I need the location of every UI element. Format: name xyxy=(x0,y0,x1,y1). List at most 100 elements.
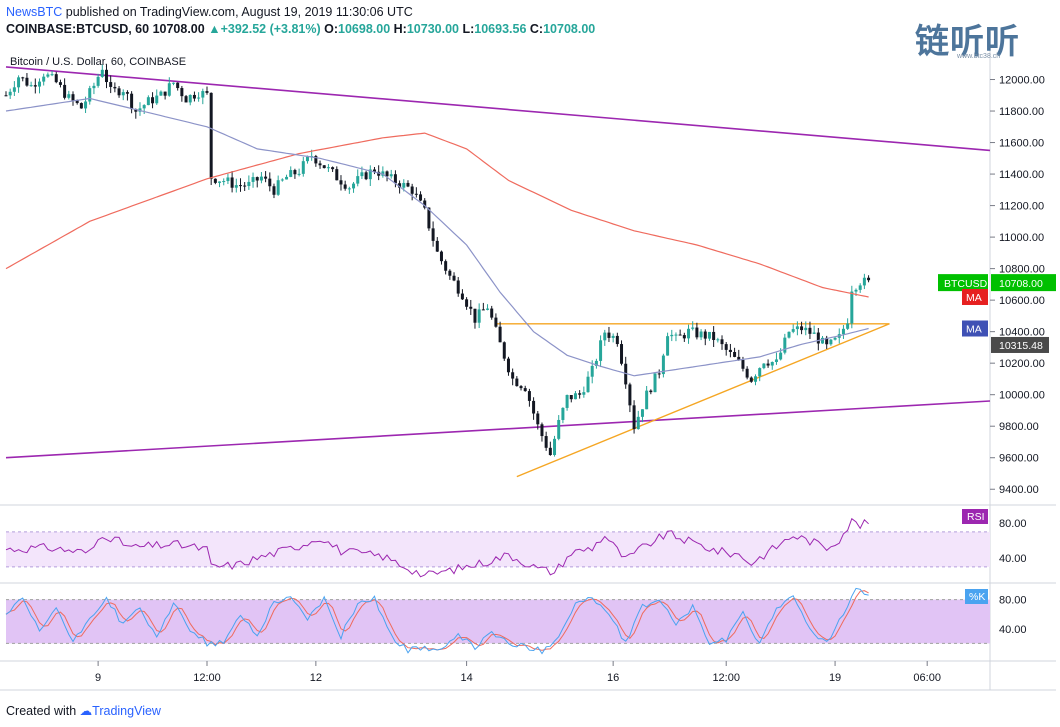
candle xyxy=(494,313,498,328)
candle xyxy=(603,329,607,346)
candle-body xyxy=(469,306,473,309)
price-badge-text: 10708.00 xyxy=(999,278,1043,290)
candle-body xyxy=(477,309,481,323)
candle xyxy=(92,82,96,95)
candle-body xyxy=(628,384,632,406)
candle-body xyxy=(88,88,92,102)
candle-body xyxy=(473,308,477,323)
candle-body xyxy=(858,285,862,290)
candle xyxy=(318,160,322,169)
candle-body xyxy=(155,95,159,104)
candle xyxy=(745,366,749,380)
candle-body xyxy=(314,156,318,164)
candle-body xyxy=(339,180,343,185)
candle-body xyxy=(435,240,439,252)
candle-body xyxy=(96,76,100,86)
candle xyxy=(548,441,552,456)
candle-body xyxy=(151,97,155,104)
candle-body xyxy=(142,105,146,109)
tradingview-logo-icon[interactable]: ☁ xyxy=(79,704,93,718)
candle xyxy=(184,94,188,103)
candle-body xyxy=(414,193,418,195)
candle-body xyxy=(666,336,670,356)
candle-body xyxy=(578,393,582,395)
candle-body xyxy=(226,177,230,182)
candle-body xyxy=(774,359,778,363)
candle-body xyxy=(423,200,427,208)
candle-body xyxy=(326,167,330,169)
candle-body xyxy=(603,332,607,341)
candle-body xyxy=(364,172,368,180)
candle-body xyxy=(548,447,552,456)
tradingview-link[interactable]: TradingView xyxy=(92,704,161,718)
candle-body xyxy=(402,182,406,188)
candle xyxy=(766,359,770,368)
ma-fast-line xyxy=(5,97,869,377)
candle-body xyxy=(737,356,741,361)
candle xyxy=(707,331,711,341)
candle-body xyxy=(779,352,783,360)
candle xyxy=(192,91,196,102)
candle-body xyxy=(335,169,339,181)
candle xyxy=(50,71,54,77)
candle-body xyxy=(754,376,758,382)
candle-body xyxy=(50,74,54,76)
rsi-badge-text: RSI xyxy=(967,511,985,523)
y-tick-label: 11000.00 xyxy=(999,232,1044,244)
up-arrow-icon: ▲ xyxy=(208,22,221,36)
candle xyxy=(406,180,410,188)
publisher-name[interactable]: NewsBTC xyxy=(6,5,63,19)
candle xyxy=(519,385,523,391)
x-tick-label: 16 xyxy=(607,672,619,684)
candle-body xyxy=(75,100,79,104)
candle xyxy=(565,394,569,411)
candle xyxy=(586,371,590,393)
x-tick-label: 14 xyxy=(460,672,472,684)
candle-body xyxy=(758,368,762,377)
candle-body xyxy=(795,326,799,330)
candle-body xyxy=(12,87,16,92)
candle xyxy=(146,95,150,106)
candle xyxy=(506,356,510,376)
candle xyxy=(209,92,213,186)
ma-slow-line xyxy=(5,132,869,298)
candle xyxy=(171,82,175,86)
candle-body xyxy=(243,185,247,187)
candle-body xyxy=(498,326,502,343)
candle xyxy=(255,176,259,188)
candle xyxy=(289,166,293,178)
y-tick-label: 9800.00 xyxy=(999,421,1039,433)
candle-body xyxy=(347,188,351,190)
candle xyxy=(293,168,297,179)
candle-body xyxy=(67,94,71,98)
candle-body xyxy=(377,171,381,176)
candle-body xyxy=(745,368,749,378)
candle xyxy=(561,407,565,424)
candle-body xyxy=(540,424,544,437)
candle-body xyxy=(536,413,540,425)
candle xyxy=(79,102,83,109)
ma-value-badge xyxy=(991,336,1049,353)
candle-body xyxy=(800,326,804,331)
candle xyxy=(481,302,485,311)
candle xyxy=(180,85,184,102)
x-tick-label: 12 xyxy=(310,672,322,684)
candle-body xyxy=(192,94,196,99)
candle-body xyxy=(586,376,590,393)
candle xyxy=(833,336,837,341)
candle xyxy=(582,386,586,398)
candle xyxy=(536,410,540,430)
candle-body xyxy=(213,178,217,183)
candle-body xyxy=(410,186,414,194)
candle xyxy=(678,329,682,336)
candle-body xyxy=(523,388,527,392)
candle xyxy=(532,397,536,420)
candle-body xyxy=(770,362,774,366)
candle xyxy=(628,382,632,413)
candle-body xyxy=(645,390,649,410)
y-tick-label: 10000.00 xyxy=(999,390,1045,402)
candle-body xyxy=(590,365,594,377)
candle xyxy=(29,81,33,87)
candle-body xyxy=(448,270,452,276)
